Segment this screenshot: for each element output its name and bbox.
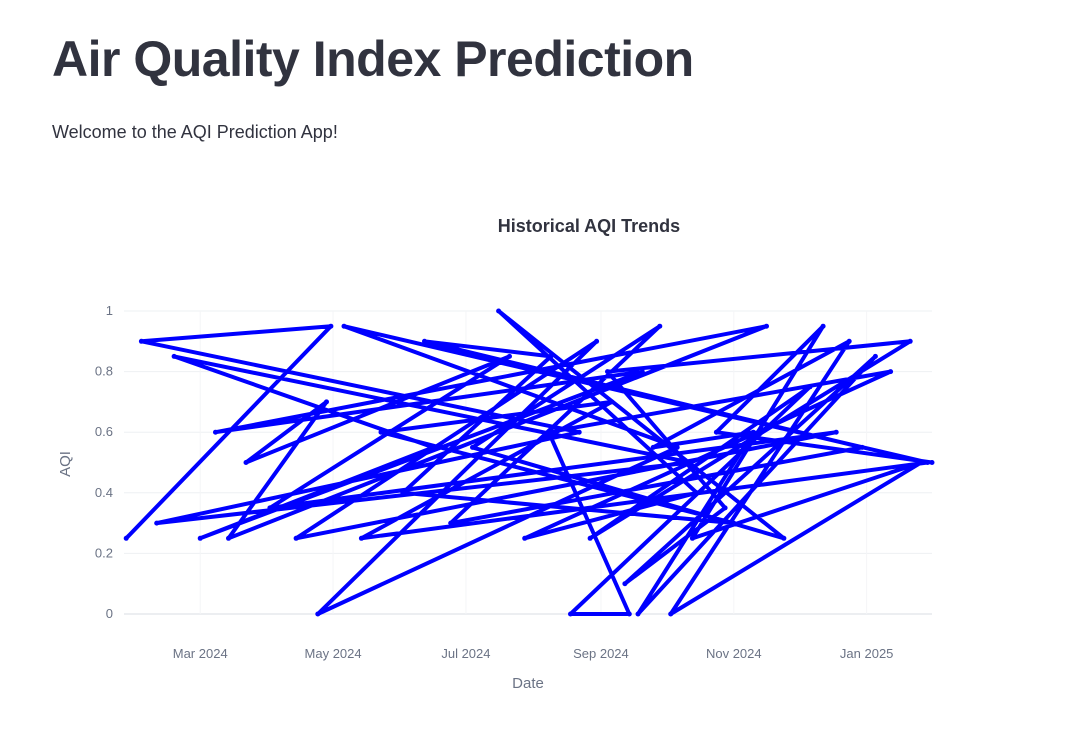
aqi-data-point[interactable]: [859, 444, 865, 450]
aqi-data-point[interactable]: [668, 611, 674, 617]
aqi-data-point[interactable]: [430, 444, 436, 450]
aqi-data-point[interactable]: [378, 429, 384, 435]
aqi-data-point[interactable]: [213, 429, 218, 435]
aqi-data-point[interactable]: [750, 429, 756, 435]
aqi-data-point[interactable]: [833, 429, 839, 435]
aqi-series-line[interactable]: [124, 309, 934, 616]
aqi-data-point[interactable]: [448, 520, 454, 526]
aqi-data-point[interactable]: [657, 323, 663, 329]
aqi-data-point[interactable]: [226, 535, 231, 541]
aqi-data-point[interactable]: [197, 535, 203, 541]
x-axis-ticks: Mar 2024 May 2024 Jul 2024 Sep 2024 Nov 2024…: [173, 646, 894, 661]
y-tick-label: 0.4: [95, 485, 113, 500]
aqi-data-point[interactable]: [872, 353, 878, 359]
x-tick-label: Mar 2024: [173, 646, 228, 661]
aqi-data-point[interactable]: [722, 505, 728, 511]
aqi-data-point[interactable]: [846, 338, 852, 344]
y-tick-label: 0.6: [95, 424, 113, 439]
aqi-data-point[interactable]: [626, 611, 632, 617]
aqi-data-point[interactable]: [400, 490, 406, 496]
x-tick-label: Sep 2024: [573, 646, 629, 661]
aqi-data-point[interactable]: [587, 535, 593, 541]
x-tick-label: Nov 2024: [706, 646, 762, 661]
aqi-data-point[interactable]: [507, 353, 512, 359]
aqi-data-point[interactable]: [820, 323, 826, 329]
aqi-data-point[interactable]: [568, 611, 573, 617]
data-series[interactable]: [123, 308, 935, 617]
y-tick-label: 1: [106, 303, 113, 318]
aqi-data-point[interactable]: [328, 323, 334, 329]
aqi-data-point[interactable]: [639, 369, 645, 375]
aqi-data-point[interactable]: [154, 520, 160, 526]
aqi-data-point[interactable]: [929, 460, 935, 465]
y-axis-ticks: 0 0.2 0.4 0.6 0.8 1: [95, 303, 113, 621]
aqi-data-point[interactable]: [694, 490, 700, 496]
aqi-data-point[interactable]: [650, 444, 656, 450]
aqi-data-point[interactable]: [496, 308, 502, 314]
aqi-data-point[interactable]: [470, 444, 475, 450]
x-tick-label: May 2024: [305, 646, 362, 661]
aqi-data-point[interactable]: [171, 353, 177, 359]
intro-text: Welcome to the AQI Prediction App!: [52, 122, 338, 142]
y-tick-label: 0.2: [95, 545, 113, 560]
aqi-data-point[interactable]: [267, 505, 273, 511]
aqi-data-point[interactable]: [422, 338, 427, 344]
aqi-data-point[interactable]: [925, 460, 931, 465]
y-tick-label: 0.8: [95, 364, 113, 379]
aqi-data-point[interactable]: [635, 611, 641, 617]
page-title: Air Quality Index Prediction: [52, 31, 694, 87]
aqi-data-point[interactable]: [687, 460, 693, 465]
aqi-data-point[interactable]: [807, 384, 813, 390]
aqi-data-point[interactable]: [123, 535, 129, 541]
aqi-data-point[interactable]: [324, 399, 329, 405]
aqi-data-point[interactable]: [358, 535, 364, 541]
aqi-data-point[interactable]: [609, 399, 615, 405]
aqi-data-point[interactable]: [622, 581, 628, 587]
x-axis-title: Date: [512, 675, 544, 692]
aqi-data-point[interactable]: [713, 429, 719, 435]
aqi-data-point[interactable]: [293, 535, 299, 541]
aqi-data-point[interactable]: [888, 369, 894, 375]
x-tick-label: Jan 2025: [840, 646, 894, 661]
aqi-data-point[interactable]: [918, 460, 924, 465]
aqi-data-point[interactable]: [594, 338, 600, 344]
aqi-data-point[interactable]: [689, 535, 695, 541]
aqi-data-point[interactable]: [764, 323, 769, 329]
y-axis-title: AQI: [57, 451, 74, 477]
chart-title: Historical AQI Trends: [498, 216, 680, 236]
aqi-data-point[interactable]: [522, 535, 528, 541]
aqi-data-point[interactable]: [674, 444, 680, 450]
aqi-data-point[interactable]: [138, 338, 144, 344]
aqi-data-point[interactable]: [546, 429, 552, 435]
aqi-data-point[interactable]: [781, 535, 787, 541]
aqi-data-point[interactable]: [548, 353, 554, 359]
aqi-data-point[interactable]: [731, 520, 737, 526]
aqi-data-point[interactable]: [341, 323, 347, 329]
aqi-data-point[interactable]: [576, 429, 582, 435]
x-tick-label: Jul 2024: [441, 646, 490, 661]
aqi-data-point[interactable]: [907, 338, 913, 344]
aqi-data-point[interactable]: [315, 611, 321, 617]
y-tick-label: 0: [106, 606, 113, 621]
aqi-data-point[interactable]: [243, 460, 249, 465]
aqi-data-point[interactable]: [605, 369, 610, 375]
